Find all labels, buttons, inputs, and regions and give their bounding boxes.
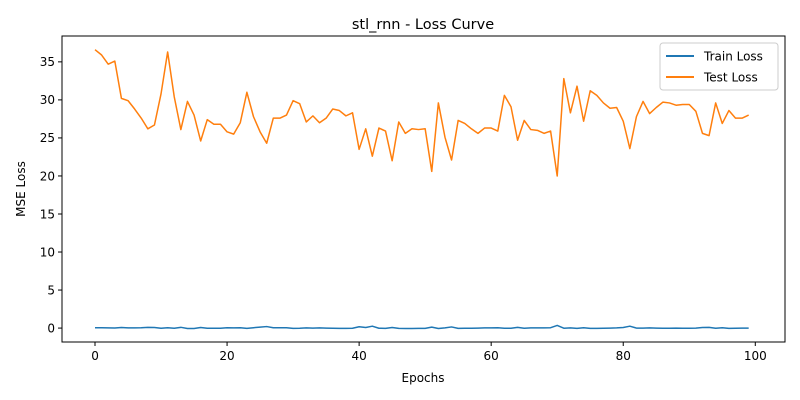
y-tick-label: 25: [40, 131, 55, 145]
chart-title: stl_rnn - Loss Curve: [352, 17, 494, 33]
x-axis-title: Epochs: [402, 371, 445, 385]
x-tick-label: 60: [484, 349, 499, 363]
x-tick-label: 80: [616, 349, 631, 363]
series-layer: [94, 49, 749, 330]
plot-frame: [61, 35, 786, 343]
y-tick-label: 30: [40, 93, 55, 107]
x-tick-label: 100: [744, 349, 767, 363]
x-tick-label: 0: [91, 349, 99, 363]
y-tick-label: 10: [40, 245, 55, 259]
y-tick-label: 35: [40, 55, 55, 69]
series-line-test-loss: [94, 49, 749, 177]
legend: Train Loss Test Loss: [659, 42, 779, 91]
legend-box: [659, 42, 779, 91]
legend-label-train-loss: Train Loss: [703, 50, 763, 64]
y-axis: 0 5 10 15 20 25 30 35: [40, 55, 62, 335]
series-line-train-loss: [95, 324, 749, 330]
y-tick-label: 15: [40, 207, 55, 221]
x-axis: 0 20 40 60 80 100: [91, 342, 767, 363]
y-tick-label: 20: [40, 169, 55, 183]
x-tick-label: 20: [219, 349, 234, 363]
legend-label-test-loss: Test Loss: [703, 71, 758, 85]
y-tick-label: 5: [47, 283, 55, 297]
x-tick-label: 40: [351, 349, 366, 363]
y-tick-label: 0: [47, 321, 55, 335]
y-axis-title: MSE Loss: [14, 161, 28, 217]
